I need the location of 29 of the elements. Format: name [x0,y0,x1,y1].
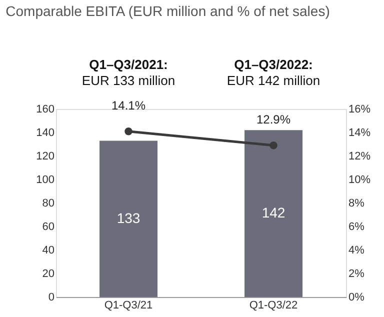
y-tick-label: 80 [42,198,54,210]
y-tick-label: 120 [36,150,54,162]
y-tick-label: 100 [36,174,54,186]
data-label: 133 [116,210,140,226]
data-label: 142 [262,204,286,221]
text: Q1–Q3/2022: [234,57,313,72]
data-label: 12.9% [256,112,291,126]
y2-tick-label: 4% [348,244,365,256]
y-tick-label: 60 [42,221,54,233]
y2-tick-label: 8% [348,198,365,210]
y-tick-label: 140 [36,127,54,139]
chart-title: Comparable EBITA (EUR million and % of net sales) [6,3,330,19]
y-tick-label: 20 [42,268,54,280]
text: Q1–Q3/2021: [89,57,168,72]
y2-tick-label: 14% [348,127,371,139]
y2-tick-label: 12% [348,150,371,162]
x-tick-label: Q1-Q3/22 [249,300,298,312]
y-tick-label: 40 [42,244,54,256]
x-tick-label: Q1-Q3/21 [104,300,153,312]
y2-tick-label: 10% [348,174,371,186]
y2-tick-label: 6% [348,221,365,233]
y2-tick-label: 16% [348,104,371,116]
data-label: 14.1% [111,98,146,112]
y-tick-label: 0 [48,292,54,304]
y2-tick-label: 0% [348,292,365,304]
text: EUR 133 million [82,73,176,88]
y2-tick-label: 2% [348,268,365,280]
y-tick-label: 160 [36,104,54,116]
text: EUR 142 million [226,73,320,88]
